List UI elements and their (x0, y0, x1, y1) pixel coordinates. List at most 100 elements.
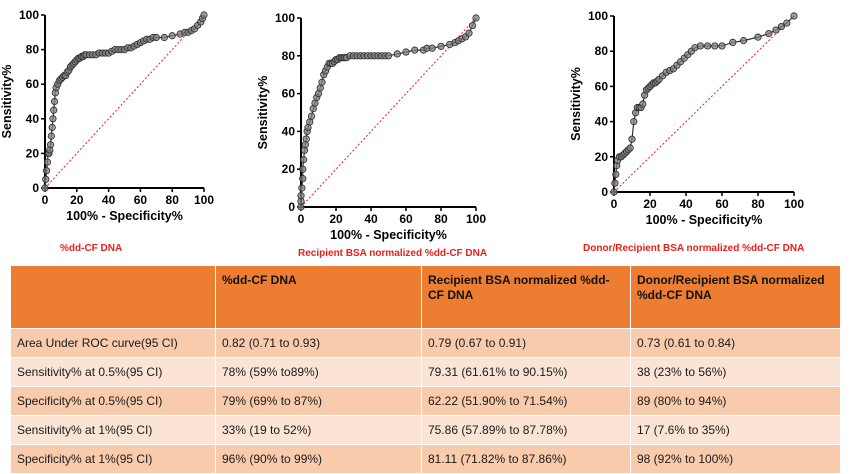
x-tick-label: 100 (466, 212, 486, 226)
header-cell (10, 265, 216, 329)
roc-data-point (611, 179, 619, 187)
roc-data-point (42, 175, 50, 183)
roc-data-point (41, 184, 49, 192)
roc-data-point (765, 29, 773, 38)
table-cell: 79% (69% to 87%) (215, 386, 422, 416)
roc-data-point (297, 192, 305, 200)
table-cell: Specificity% at 1%(95 CI) (10, 444, 216, 474)
roc-data-point (729, 38, 737, 47)
roc-data-point (411, 46, 419, 54)
x-tick-label: 60 (134, 193, 148, 207)
y-tick-label: 60 (595, 79, 609, 93)
table-cell: 78% (59% to89%) (215, 357, 422, 387)
table-cell: Sensitivity% at 1%(95 CI) (10, 415, 216, 445)
roc-chart-2-svg: 0 20 40 60 80 100 0 20 40 60 80 100 100% - Specifici… (256, 11, 486, 242)
table-cell: 0.73 (0.61 to 0.84) (630, 328, 841, 358)
table-cell: 75.86 (57.89% to 87.78%) (421, 415, 631, 445)
y-tick-label: 40 (26, 112, 40, 126)
table-cell: 89 (80% to 94%) (630, 386, 841, 416)
roc-data-point (168, 32, 176, 40)
roc-data-point (711, 42, 719, 50)
x-tick-label: 60 (715, 197, 729, 211)
reference-line (613, 15, 795, 193)
y-tick-label: 100 (588, 9, 608, 23)
y-tick-label: 20 (282, 162, 296, 176)
y-tick-label: 20 (26, 146, 40, 160)
roc-data-point (472, 14, 480, 22)
y-tick-label: 0 (288, 200, 295, 214)
x-tick-label: 80 (751, 197, 765, 211)
x-tick-label: 100 (784, 197, 804, 211)
x-axis-label: 100% - Specificity% (330, 228, 447, 242)
roc-data-point (50, 106, 58, 114)
roc-chart-3-svg: 0 20 40 60 80 100 0 20 40 60 80 100 100% - Specifici… (569, 9, 804, 227)
roc-data-point (48, 123, 56, 132)
table-cell: 96% (90% to 99%) (215, 444, 422, 474)
table-cell: 17 (7.6% to 35%) (630, 415, 841, 445)
table-cell: 0.79 (0.67 to 0.91) (421, 328, 631, 358)
roc-data-point (402, 48, 410, 56)
roc-chart-1: 0 20 40 60 80 100 0 20 40 60 80 100 100% - Specifici… (0, 0, 220, 235)
table-cell: 81.11 (71.82% to 87.86%) (421, 444, 631, 474)
roc-data-point (393, 50, 401, 58)
roc-data-point (610, 188, 618, 196)
roc-data-point (437, 42, 445, 50)
roc-data-point (630, 118, 638, 126)
roc-data-point (384, 52, 393, 60)
roc-data-point (783, 19, 791, 27)
table-cell: 62.22 (51.90% to 71.54%) (421, 386, 631, 416)
roc-data-point (152, 33, 160, 42)
y-tick-label: 40 (282, 124, 296, 138)
x-axis-label: 100% - Specificity% (646, 213, 763, 227)
roc-chart-2: 0 20 40 60 80 100 0 20 40 60 80 100 100% - Specifici… (255, 0, 490, 242)
x-tick-label: 20 (329, 212, 343, 226)
x-tick-label: 60 (399, 212, 413, 226)
y-axis-label: Sensitivity% (0, 65, 14, 139)
roc-data-point (428, 44, 436, 52)
table-cell: 79.31 (61.61% to 90.15%) (421, 357, 631, 387)
y-tick-label: 20 (595, 150, 609, 164)
x-tick-label: 40 (679, 197, 693, 211)
roc-data-point (160, 33, 168, 42)
x-tick-label: 100 (194, 193, 214, 207)
header-cell: Recipient BSA normalized %dd-CF DNA (421, 265, 631, 329)
x-tick-label: 80 (166, 193, 180, 207)
roc-data-point (696, 42, 704, 50)
table-cell: Specificity% at 0.5%(95 CI) (10, 386, 216, 416)
roc-data-point (307, 112, 316, 120)
x-tick-label: 40 (102, 193, 116, 207)
x-tick-label: 20 (70, 193, 84, 207)
y-axis-label: Sensitivity% (256, 76, 270, 150)
roc-data-point (465, 29, 473, 37)
x-tick-label: 20 (643, 197, 657, 211)
x-tick-label: 0 (611, 197, 618, 211)
roc-data-point (754, 33, 762, 41)
reference-line (300, 17, 477, 208)
roc-chart-3: 0 20 40 60 80 100 0 20 40 60 80 100 100% - Specifici… (565, 0, 805, 240)
roc-data-point (718, 42, 726, 50)
roc-data-point (298, 184, 306, 192)
roc-chart-1-svg: 0 20 40 60 80 100 0 20 40 60 80 100 100% - Specifici… (0, 8, 214, 223)
roc-data-point (612, 170, 620, 178)
table-cell: Area Under ROC curve(95 CI) (10, 328, 216, 358)
x-tick-label: 40 (364, 212, 378, 226)
roc-data-point (46, 141, 55, 149)
table-row: Sensitivity% at 1%(95 CI) 33% (19 to 52%… (10, 415, 841, 445)
roc-data-point (772, 26, 780, 34)
roc-data-point (704, 42, 712, 50)
results-table: %dd-CF DNA Recipient BSA normalized %dd-… (10, 265, 841, 474)
roc-data-point (628, 135, 636, 143)
roc-data-point (302, 135, 310, 143)
roc-data-point (790, 12, 798, 20)
roc-data-point (43, 158, 51, 166)
y-tick-label: 60 (282, 87, 296, 101)
roc-data-point (49, 115, 57, 123)
roc-data-point (200, 11, 208, 19)
y-tick-label: 100 (275, 11, 295, 25)
table-row: Sensitivity% at 0.5%(95 CI) 78% (59% to8… (10, 357, 841, 387)
roc-data-point (300, 156, 308, 164)
y-tick-label: 0 (32, 181, 39, 195)
y-tick-label: 80 (595, 44, 609, 58)
roc-data-point (318, 78, 326, 86)
table-cell: 0.82 (0.71 to 0.93) (215, 328, 422, 358)
